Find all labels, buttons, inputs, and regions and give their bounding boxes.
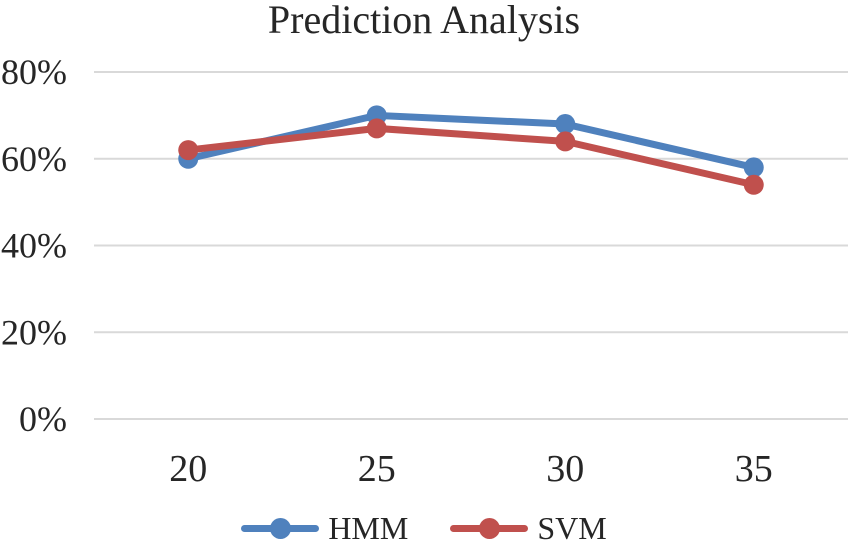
data-point-svm-30 <box>555 131 576 152</box>
x-tick-label-30: 30 <box>546 448 584 490</box>
y-tick-label-0%: 0% <box>19 399 67 439</box>
chart-legend: HMM SVM <box>0 511 848 544</box>
legend-item-svm: SVM <box>450 510 607 544</box>
hmm-line-marker-icon <box>241 517 320 539</box>
chart-title: Prediction Analysis <box>267 0 581 42</box>
legend-label-hmm: HMM <box>328 510 409 544</box>
y-tick-label-20%: 20% <box>1 312 67 352</box>
legend-label-svm: SVM <box>537 510 607 544</box>
svm-dot-icon <box>478 517 500 539</box>
x-tick-label-35: 35 <box>735 448 773 490</box>
legend-item-hmm: HMM <box>241 511 408 544</box>
y-tick-label-60%: 60% <box>1 139 67 179</box>
x-tick-label-20: 20 <box>169 448 207 490</box>
data-point-svm-20 <box>178 140 199 161</box>
y-tick-label-40%: 40% <box>1 226 67 266</box>
series-line-svm <box>184 124 758 189</box>
x-tick-label-25: 25 <box>358 448 396 490</box>
data-point-hmm-30 <box>555 114 576 135</box>
data-point-svm-25 <box>366 118 387 139</box>
y-tick-label-80%: 80% <box>1 52 67 92</box>
svm-line-marker-icon <box>450 517 529 539</box>
hmm-dot-icon <box>269 517 291 539</box>
data-point-hmm-35 <box>743 157 764 178</box>
data-point-svm-35 <box>743 174 764 195</box>
